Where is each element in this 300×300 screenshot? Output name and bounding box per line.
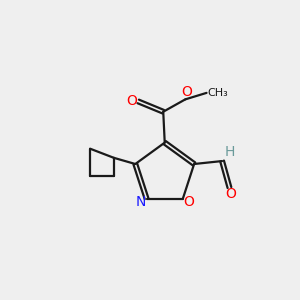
- Text: H: H: [224, 145, 235, 159]
- Text: O: O: [182, 85, 192, 99]
- Text: O: O: [226, 187, 236, 201]
- Text: O: O: [126, 94, 137, 108]
- Text: O: O: [183, 195, 194, 209]
- Text: N: N: [136, 195, 146, 209]
- Text: CH₃: CH₃: [207, 88, 228, 98]
